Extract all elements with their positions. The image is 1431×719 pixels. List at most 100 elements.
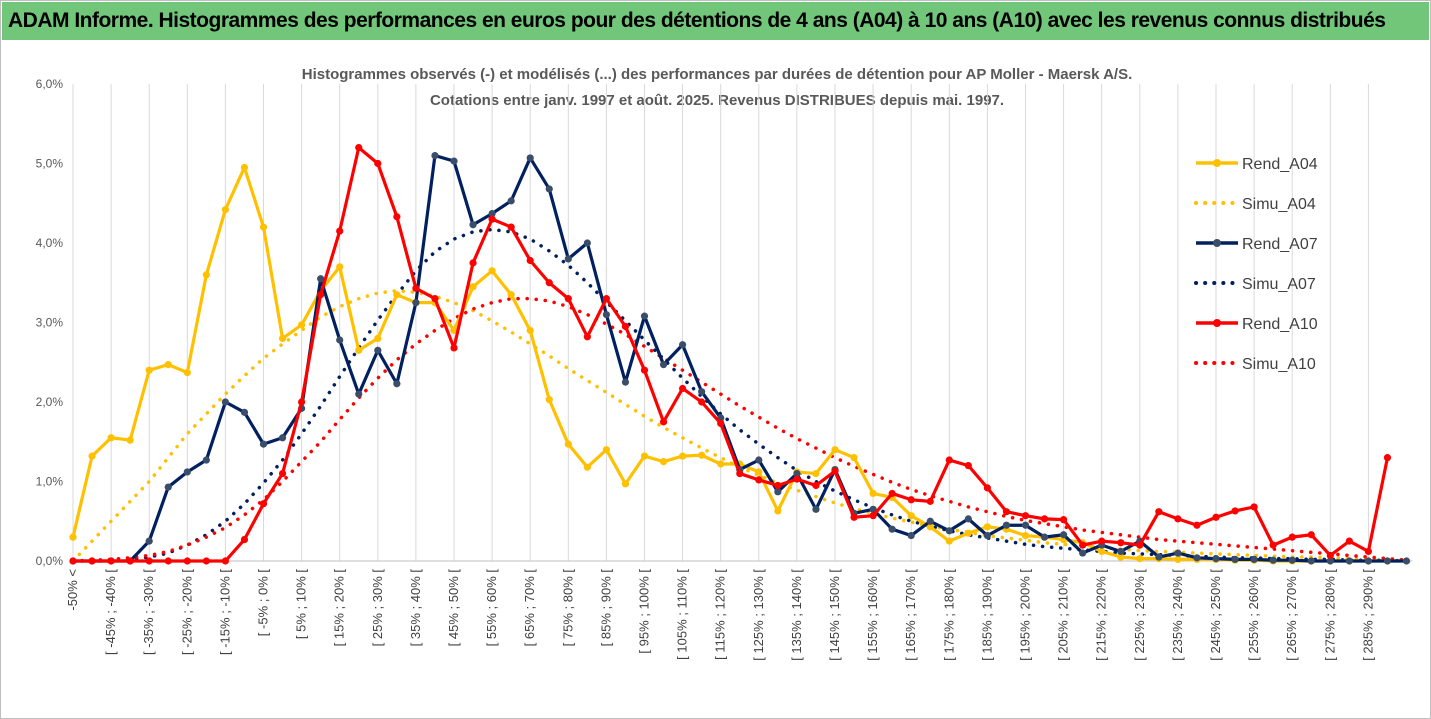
data-point	[278, 469, 287, 478]
data-point	[526, 256, 534, 265]
data-point	[1269, 556, 1277, 564]
report-banner: ADAM Informe. Histogrammes des performan…	[2, 2, 1429, 40]
data-point	[1060, 531, 1068, 539]
data-point	[259, 440, 268, 448]
series-Rend_A07	[69, 151, 1411, 565]
legend-label: Rend_A10	[1242, 316, 1318, 333]
x-tick-label: [ 105% ; 110% [	[675, 569, 690, 660]
grid	[72, 84, 1369, 561]
data-point	[526, 326, 534, 335]
data-point	[488, 209, 496, 218]
data-point	[640, 452, 649, 460]
x-tick-label: [ 215% ; 220% [	[1094, 569, 1109, 661]
data-point	[1040, 515, 1049, 523]
data-point	[869, 512, 877, 520]
x-tick-label: [ 5% ; 10% [	[294, 569, 309, 639]
data-point	[659, 361, 668, 369]
data-point	[774, 507, 782, 515]
data-point	[1117, 553, 1125, 561]
series-line	[73, 145, 1390, 563]
data-point	[602, 310, 611, 319]
data-point	[393, 291, 401, 299]
legend-marker	[1213, 159, 1221, 167]
x-tick-label: [ 15% ; 20% [	[332, 569, 347, 647]
data-point	[621, 378, 630, 386]
data-point	[698, 388, 706, 396]
data-point	[964, 515, 972, 523]
x-tick-label: -50% <	[65, 569, 80, 611]
data-point	[755, 456, 763, 464]
x-tick-label: [ 175% ; 180% [	[941, 569, 956, 661]
data-point	[221, 398, 229, 406]
series-Simu_A10	[71, 296, 1409, 563]
data-point	[1002, 508, 1011, 516]
data-point	[450, 326, 458, 335]
data-point	[88, 557, 96, 565]
data-point	[793, 469, 801, 478]
data-point	[1098, 537, 1106, 545]
x-tick-label: [ 195% ; 200% [	[1018, 569, 1033, 661]
y-tick-label: 1,0%	[36, 475, 64, 489]
chart-title: Histogrammes observés (-) et modélisés (…	[302, 66, 1133, 83]
x-tick-label: [ 135% ; 140% [	[789, 569, 804, 661]
data-point	[221, 557, 229, 565]
data-point	[983, 523, 992, 531]
y-tick-label: 6,0%	[36, 77, 64, 91]
data-point	[1231, 555, 1239, 564]
data-point	[202, 271, 210, 279]
data-point	[240, 408, 249, 416]
x-tick-label: [ 25% ; 30% [	[370, 569, 385, 647]
data-point	[1288, 533, 1296, 541]
legend-item-Simu_A04: Simu_A04	[1194, 196, 1316, 213]
data-point	[126, 436, 134, 444]
data-point	[336, 263, 344, 271]
data-point	[355, 144, 363, 152]
data-point	[278, 434, 287, 442]
data-point	[564, 255, 572, 263]
data-point	[164, 557, 172, 565]
data-point	[888, 489, 896, 498]
x-tick-label: [ 285% ; 290% [	[1360, 569, 1375, 661]
legend-marker	[1213, 239, 1221, 247]
data-point	[259, 223, 268, 231]
data-point	[1174, 515, 1182, 523]
data-point	[659, 418, 668, 426]
data-point	[507, 223, 515, 231]
data-point	[583, 239, 591, 247]
data-point	[812, 481, 820, 490]
data-point	[964, 529, 972, 537]
data-point	[945, 527, 953, 535]
legend-item-Rend_A04: Rend_A04	[1196, 156, 1318, 173]
data-point	[1155, 508, 1163, 516]
data-point	[1231, 507, 1239, 515]
data-point	[698, 398, 706, 406]
data-point	[1021, 521, 1030, 529]
data-point	[583, 333, 591, 341]
series-Rend_A10	[69, 144, 1392, 565]
data-point	[164, 361, 172, 369]
data-point	[1383, 454, 1392, 462]
x-tick-label: [ 165% ; 170% [	[903, 569, 918, 661]
data-point	[926, 497, 934, 505]
data-point	[1079, 549, 1087, 557]
data-point	[317, 291, 325, 299]
data-point	[183, 468, 191, 476]
data-point	[907, 496, 915, 504]
plot-area	[69, 144, 1411, 565]
data-point	[1364, 557, 1372, 565]
data-point	[145, 537, 153, 545]
data-point	[240, 163, 249, 172]
data-point	[374, 346, 382, 354]
data-point	[679, 341, 687, 349]
data-point	[964, 462, 972, 470]
legend-label: Simu_A10	[1242, 356, 1316, 373]
data-point	[412, 299, 420, 307]
legend-item-Rend_A07: Rend_A07	[1196, 236, 1318, 253]
data-point	[69, 533, 77, 541]
legend-label: Simu_A07	[1242, 276, 1316, 293]
data-point	[793, 475, 801, 483]
data-point	[1402, 557, 1411, 565]
data-point	[183, 368, 191, 377]
x-tick-label: [ 35% ; 40% [	[408, 569, 423, 647]
